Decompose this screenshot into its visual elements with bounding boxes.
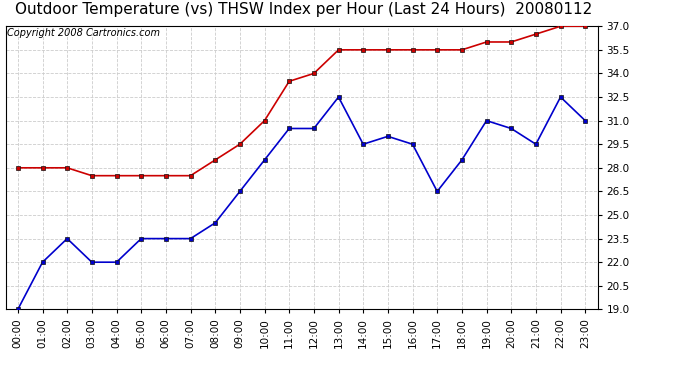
Text: Outdoor Temperature (vs) THSW Index per Hour (Last 24 Hours)  20080112: Outdoor Temperature (vs) THSW Index per … [15,2,592,17]
Text: Copyright 2008 Cartronics.com: Copyright 2008 Cartronics.com [8,28,160,38]
